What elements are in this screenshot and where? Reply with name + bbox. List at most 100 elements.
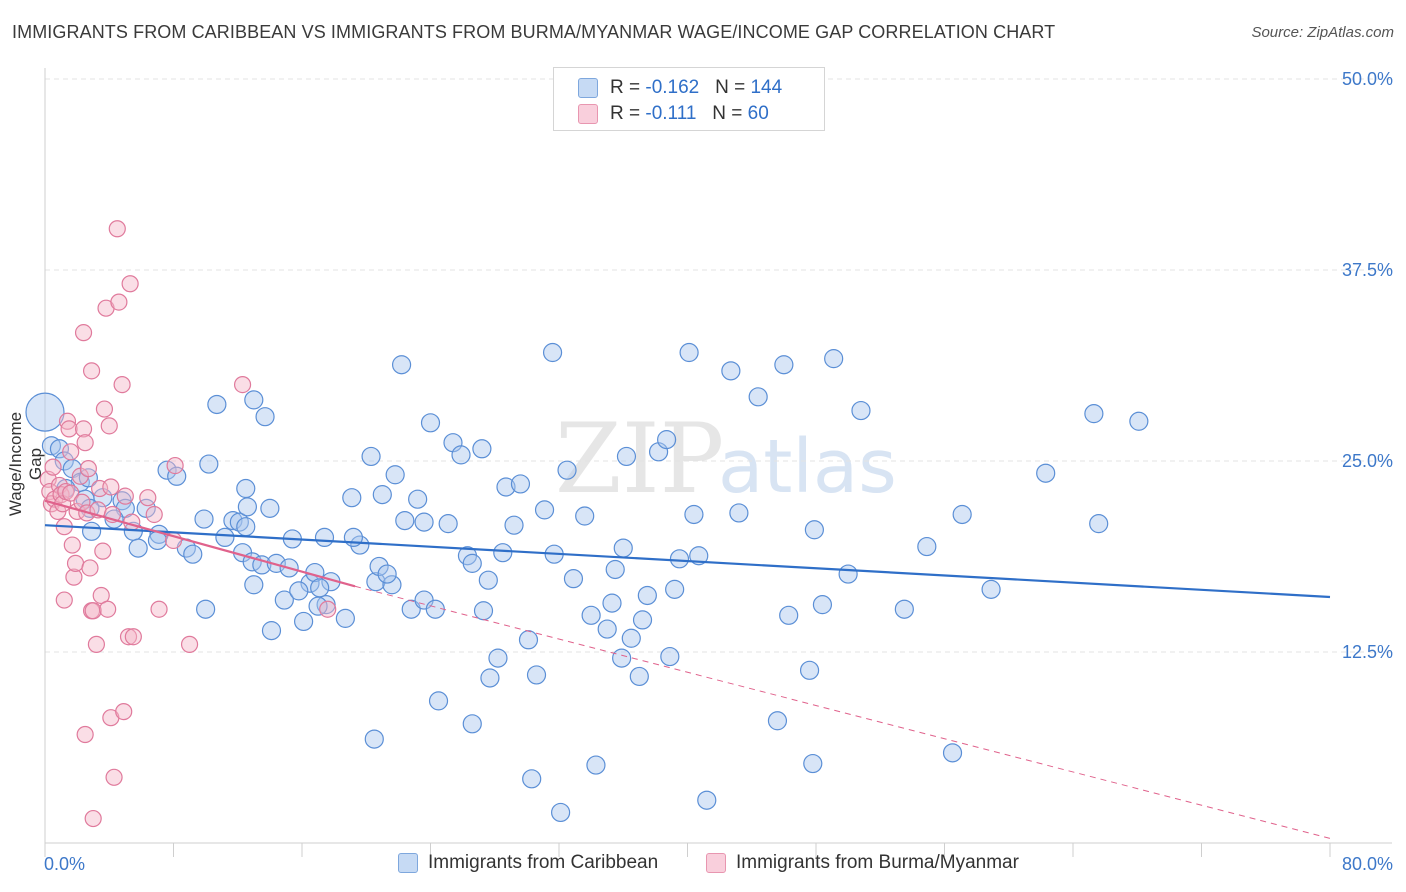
caribbean-point: [1036, 463, 1056, 483]
caribbean-point: [1089, 514, 1109, 534]
caribbean-point: [851, 400, 871, 421]
burma-point: [94, 542, 112, 560]
caribbean-point: [799, 660, 820, 680]
caribbean-point: [767, 711, 788, 731]
bottom-legend-label: Immigrants from Burma/Myanmar: [736, 852, 1019, 873]
burma-point: [65, 568, 83, 586]
caribbean-point: [236, 517, 256, 537]
burma-point: [66, 554, 85, 572]
caribbean-point: [438, 514, 458, 534]
caribbean-point: [49, 439, 70, 459]
caribbean-point: [729, 503, 749, 523]
burma-point: [44, 458, 62, 476]
burma-point: [55, 591, 73, 609]
y-tick-label: 25.0%: [1342, 451, 1393, 471]
caribbean-point: [128, 538, 148, 558]
caribbean-point: [462, 714, 482, 734]
caribbean-point: [597, 619, 617, 639]
caribbean-point: [838, 564, 858, 584]
caribbean-point: [274, 590, 294, 610]
caribbean-point: [894, 599, 914, 619]
burma-point: [113, 376, 131, 394]
caribbean-point: [504, 515, 524, 535]
burma-point: [319, 600, 337, 618]
legend-n-value: 144: [750, 77, 783, 98]
caribbean-point: [244, 390, 264, 410]
caribbean-point: [54, 451, 74, 471]
caribbean-point: [557, 460, 577, 480]
caribbean-point: [472, 439, 492, 459]
caribbean-point: [425, 599, 445, 619]
caribbean-point: [952, 504, 972, 525]
burma-point: [63, 536, 81, 554]
caribbean-point: [522, 769, 542, 789]
caribbean-point: [414, 512, 434, 532]
y-tick-label: 37.5%: [1342, 260, 1393, 280]
caribbean-point: [621, 628, 641, 648]
caribbean-point: [563, 569, 584, 589]
chart-title: IMMIGRANTS FROM CARIBBEAN VS IMMIGRANTS …: [12, 22, 1056, 42]
caribbean-point: [310, 578, 330, 598]
burma-trend-extension: [354, 585, 1331, 839]
tick-labels: 12.5% 25.0% 37.5% 50.0% 0.0% 80.0%: [44, 69, 1393, 874]
correlation-legend: R = -0.162 N = 144 R = -0.111 N = 60: [553, 67, 825, 131]
caribbean-point: [391, 355, 412, 375]
caribbean-point: [657, 430, 677, 450]
caribbean-point: [420, 413, 441, 433]
caribbean-point: [342, 488, 362, 508]
caribbean-point: [260, 498, 280, 518]
caribbean-point: [462, 553, 482, 573]
caribbean-point: [602, 593, 622, 613]
legend-swatch-caribbean: [578, 78, 598, 98]
caribbean-point: [1084, 404, 1104, 424]
caribbean-point: [518, 630, 539, 650]
caribbean-point: [612, 648, 632, 668]
caribbean-point: [660, 646, 680, 667]
y-tick-label: 50.0%: [1342, 69, 1393, 89]
caribbean-point: [366, 572, 386, 592]
burma-point: [99, 600, 117, 618]
caribbean-point: [255, 407, 275, 427]
caribbean-point: [408, 489, 428, 509]
caribbean-point: [382, 575, 402, 595]
bottom-legend-swatch-caribbean: [398, 853, 418, 873]
trend-lines: [44, 499, 1331, 839]
burma-point: [84, 602, 102, 620]
caribbean-point: [196, 599, 216, 619]
caribbean-point: [244, 575, 264, 595]
legend-n-label: N =: [712, 103, 748, 124]
burma-point: [84, 809, 102, 828]
caribbean-point: [981, 579, 1001, 599]
burma-point: [139, 489, 157, 507]
caribbean-point: [551, 802, 571, 823]
caribbean-point: [81, 521, 102, 541]
caribbean-point: [942, 743, 963, 763]
caribbean-point: [581, 605, 601, 625]
caribbean-point: [369, 556, 389, 577]
caribbean-point: [632, 610, 653, 630]
caribbean-point: [679, 342, 699, 363]
caribbean-point: [215, 527, 235, 548]
caribbean-point: [534, 500, 555, 520]
caribbean-point: [779, 605, 799, 625]
caribbean-point: [803, 753, 823, 774]
caribbean-point: [605, 559, 625, 580]
caribbean-point: [917, 536, 937, 557]
caribbean-point: [613, 538, 633, 558]
caribbean-point: [261, 621, 282, 641]
burma-point: [145, 505, 163, 524]
burma-point: [150, 600, 168, 618]
caribbean-point: [289, 581, 309, 601]
bottom-legend-label: Immigrants from Caribbean: [428, 852, 659, 873]
caribbean-point: [478, 570, 498, 590]
burma-point: [62, 443, 80, 461]
burma-point: [110, 293, 128, 311]
burma-point: [87, 635, 106, 653]
caribbean-point: [488, 648, 508, 668]
source-label: Source: ZipAtlas.com: [1251, 24, 1394, 41]
burma-point: [100, 417, 118, 435]
legend-r-value: -0.111: [645, 103, 697, 124]
caribbean-point: [684, 504, 704, 525]
caribbean-point: [237, 497, 257, 517]
